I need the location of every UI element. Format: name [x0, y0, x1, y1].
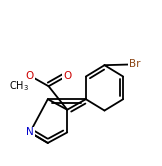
Text: N: N	[26, 127, 34, 137]
Text: O: O	[63, 71, 71, 81]
Text: O: O	[26, 71, 34, 81]
Text: CH$_3$: CH$_3$	[9, 79, 29, 93]
Text: Br: Br	[129, 59, 140, 69]
